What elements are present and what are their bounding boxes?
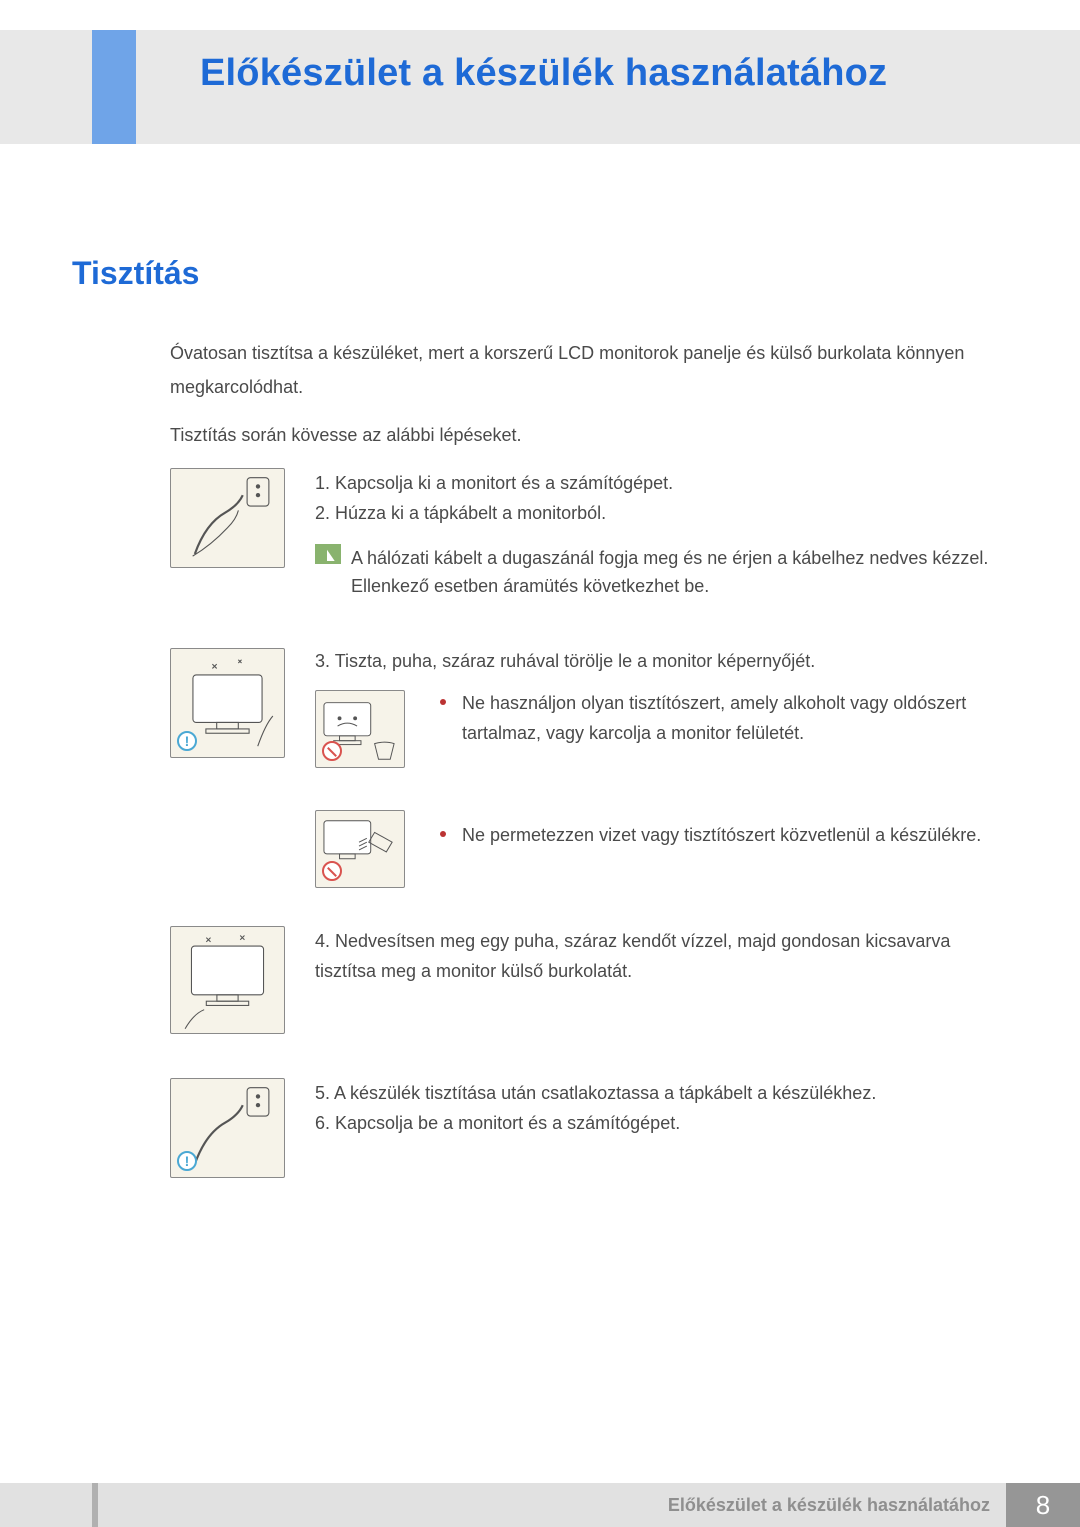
footer-accent — [92, 1483, 98, 1527]
note-icon — [315, 544, 341, 564]
step-1-text: 1. Kapcsolja ki a monitort és a számítóg… — [315, 468, 1010, 498]
page-footer: Előkészület a készülék használatához 8 — [0, 1483, 1080, 1527]
header-tab — [92, 30, 136, 144]
prohibit-badge-icon — [322, 741, 342, 761]
paragraph-intro: Óvatosan tisztítsa a készüléket, mert a … — [170, 336, 1010, 404]
step-2-text: 2. Húzza ki a tápkábelt a monitorból. — [315, 498, 1010, 528]
step-4-text: 4. Nedvesítsen meg egy puha, száraz kend… — [315, 926, 1010, 986]
step-3a-text: Ne használjon olyan tisztítószert, amely… — [440, 688, 1010, 748]
illustration-unplug — [170, 468, 285, 568]
illustration-plug-in: ! — [170, 1078, 285, 1178]
page-header: Előkészület a készülék használatához — [0, 0, 1080, 170]
prohibit-badge-icon — [322, 861, 342, 881]
page-title: Előkészület a készülék használatához — [200, 52, 887, 95]
info-badge-icon: ! — [177, 731, 197, 751]
step-5-6: ! 5. A készülék tisztítása után csatlako… — [170, 1078, 1010, 1138]
info-badge-icon: ! — [177, 1151, 197, 1171]
step-1-note: A hálózati kábelt a dugaszánál fogja meg… — [351, 544, 1010, 600]
page-number: 8 — [1006, 1483, 1080, 1527]
illustration-no-solvent — [315, 690, 405, 768]
step-3b-text: Ne permetezzen vizet vagy tisztítószert … — [440, 820, 1010, 850]
step-5-text: 5. A készülék tisztítása után csatlakozt… — [315, 1078, 1010, 1108]
paragraph-follow: Tisztítás során kövesse az alábbi lépése… — [170, 418, 1010, 452]
illustration-damp-cloth — [170, 926, 285, 1034]
step-6-text: 6. Kapcsolja be a monitort és a számítóg… — [315, 1108, 1010, 1138]
step-4: 4. Nedvesítsen meg egy puha, száraz kend… — [170, 926, 1010, 986]
step-3-text: 3. Tiszta, puha, száraz ruhával törölje … — [315, 646, 1010, 676]
step-1-2: 1. Kapcsolja ki a monitort és a számítóg… — [170, 468, 1010, 600]
illustration-no-spray — [315, 810, 405, 888]
section-title: Tisztítás — [72, 255, 199, 292]
footer-text: Előkészület a készülék használatához — [668, 1483, 990, 1527]
illustration-wipe-screen: ! — [170, 648, 285, 758]
